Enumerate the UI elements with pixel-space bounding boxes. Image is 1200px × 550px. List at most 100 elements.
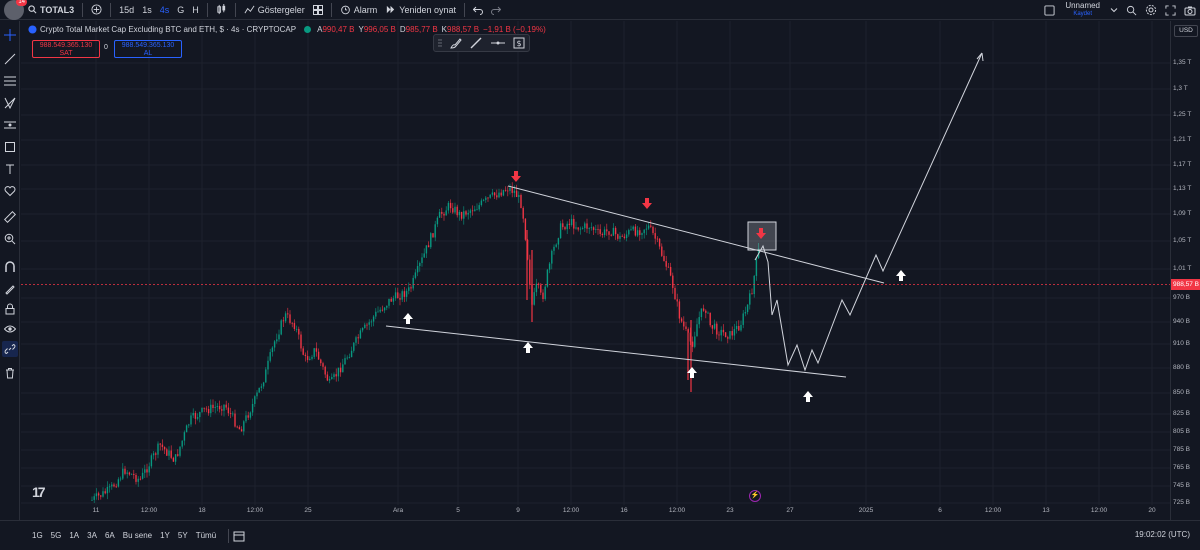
drag-handle-icon[interactable] (438, 38, 442, 48)
interval-g[interactable]: G (177, 4, 185, 15)
candle-body (229, 413, 232, 414)
crosshair-tool[interactable] (2, 27, 18, 43)
candle-body (744, 311, 747, 314)
clock[interactable]: 19:02:02 (UTC) (1134, 530, 1190, 539)
candle-body (665, 261, 667, 267)
arrow-up-marker[interactable] (523, 342, 533, 353)
indicators-button[interactable]: Göstergeler (240, 0, 309, 20)
buy-button[interactable]: 988.549.365.130 AL (114, 40, 182, 58)
candle-body (738, 326, 740, 331)
quick-search-button[interactable] (1122, 0, 1141, 20)
candle-body (606, 229, 608, 232)
arrow-up-marker[interactable] (687, 367, 697, 378)
candle-body (533, 292, 535, 305)
range-ytd[interactable]: Bu sene (122, 531, 153, 540)
price-tick-label: 1,13 T (1173, 185, 1192, 192)
range-1a[interactable]: 1A (69, 531, 80, 540)
candle-body (141, 472, 144, 479)
interval-4s[interactable]: 4s (159, 4, 170, 15)
replay-button[interactable]: Yeniden oynat (381, 0, 460, 20)
line-style-icon[interactable] (490, 37, 505, 49)
price-label-icon[interactable]: $ (513, 37, 525, 49)
undo-button[interactable] (469, 0, 487, 20)
settings-button[interactable] (1141, 0, 1161, 20)
candle-body (163, 446, 166, 450)
candle-body (568, 223, 571, 225)
arrow-down-marker[interactable] (756, 228, 766, 239)
forecast-tool[interactable] (2, 117, 18, 133)
arrow-up-marker[interactable] (896, 270, 906, 281)
trendline-tool[interactable] (2, 51, 18, 67)
avatar[interactable]: 14 (4, 0, 27, 20)
lock-drawings-tool[interactable] (2, 301, 18, 317)
range-1g[interactable]: 1G (32, 531, 43, 540)
chart-type-button[interactable] (212, 0, 231, 20)
tradingview-logo[interactable]: 17 (32, 484, 46, 500)
layout-name-button[interactable]: Unnamed Kaydet (1065, 2, 1100, 18)
currency-selector[interactable]: USD (1174, 25, 1198, 37)
range-1y[interactable]: 1Y (160, 531, 170, 540)
candle-body (355, 337, 357, 343)
interval-1s[interactable]: 1s (142, 4, 152, 15)
measure-tool[interactable] (2, 209, 18, 225)
candle-body (295, 328, 298, 330)
interval-h[interactable]: H (192, 4, 199, 15)
remove-drawings-tool[interactable] (2, 365, 18, 381)
candle-body (493, 192, 496, 196)
range-all[interactable]: Tümü (195, 531, 217, 540)
candle-body (694, 336, 696, 347)
interval-15d[interactable]: 15d (119, 4, 135, 15)
alarm-button[interactable]: Alarm (336, 0, 382, 20)
candle-body (656, 238, 659, 240)
compare-button[interactable] (87, 0, 106, 20)
snapshot-button[interactable] (1180, 0, 1200, 20)
fib-tool[interactable] (2, 73, 18, 89)
search-icon (28, 5, 37, 14)
candle-body (421, 257, 423, 263)
text-tool[interactable] (2, 161, 18, 177)
pattern-tool[interactable] (2, 95, 18, 111)
market-status-indicator[interactable] (304, 26, 312, 33)
arrow-down-marker[interactable] (511, 171, 521, 182)
candle-body (753, 275, 755, 295)
candle-body (306, 356, 309, 360)
shapes-tool[interactable] (2, 139, 18, 155)
lightning-icon[interactable]: ⚡ (749, 490, 761, 502)
sync-drawings-tool[interactable] (2, 341, 18, 357)
time-axis[interactable]: 11 12:00 18 12:00 25 Ara 5 9 12:00 16 12:00 23 27 202… (21, 505, 1170, 519)
zoom-tool[interactable] (2, 231, 18, 247)
layouts-button[interactable] (309, 0, 327, 20)
heart-icon (4, 186, 16, 197)
candle-body (755, 258, 758, 276)
date-range-icon[interactable] (233, 530, 245, 542)
candle-body (678, 301, 681, 319)
layout-menu-button[interactable] (1106, 0, 1122, 20)
magnet-tool[interactable] (2, 259, 18, 275)
arrow-up-marker[interactable] (803, 391, 813, 402)
range-5y[interactable]: 5Y (177, 531, 188, 540)
arrow-up-marker[interactable] (403, 313, 413, 324)
brush-icon[interactable] (450, 37, 462, 49)
price-axis[interactable]: USD 1,35 T 1,3 T 1,25 T 1,21 T 1,17 T 1,13 T 1… (1170, 21, 1200, 530)
icons-tool[interactable] (2, 183, 18, 199)
candle-body (240, 429, 243, 432)
candle-body (291, 322, 293, 324)
redo-button[interactable] (487, 0, 505, 20)
symbol-search-button[interactable]: TOTAL3 (24, 0, 78, 20)
candle-body (463, 211, 465, 219)
range-3a[interactable]: 3A (87, 531, 97, 540)
indicators-icon (244, 5, 255, 14)
range-5g[interactable]: 5G (50, 531, 62, 540)
range-6a[interactable]: 6A (104, 531, 115, 540)
line-color-icon[interactable] (470, 37, 482, 49)
candle-body (476, 209, 478, 211)
stay-in-drawing-tool[interactable] (2, 281, 18, 297)
hide-drawings-tool[interactable] (2, 321, 18, 337)
arrow-down-marker[interactable] (642, 198, 652, 209)
layout-checkbox[interactable] (1040, 0, 1059, 20)
undo-icon (473, 6, 484, 15)
price-chart[interactable] (21, 21, 1170, 530)
candle-body (647, 225, 650, 229)
fullscreen-button[interactable] (1161, 0, 1180, 20)
sell-button[interactable]: 988.549.365.130 SAT (32, 40, 100, 58)
